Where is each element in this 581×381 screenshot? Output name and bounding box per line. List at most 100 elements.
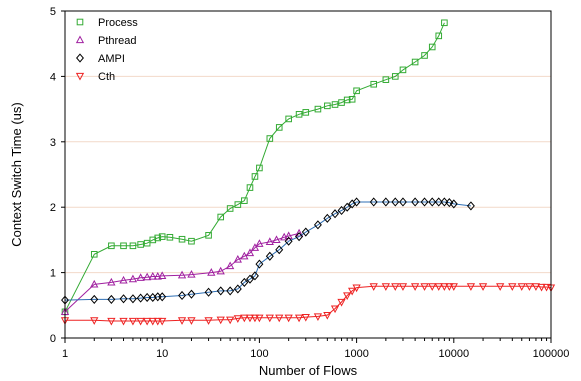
data-point [352, 197, 361, 207]
data-point [284, 231, 293, 240]
data-point [352, 284, 361, 293]
series-pthread [60, 228, 304, 315]
data-point [331, 209, 339, 219]
data-point [295, 111, 303, 118]
data-point [153, 317, 162, 326]
grid-lines [65, 75, 551, 274]
data-point [449, 199, 458, 209]
data-point [508, 283, 517, 291]
data-point [391, 73, 399, 80]
data-point [542, 283, 551, 292]
data-point [428, 43, 436, 51]
data-point [255, 314, 264, 323]
data-point [187, 270, 196, 278]
data-point [478, 283, 488, 291]
data-point [348, 95, 356, 103]
data-point [428, 197, 437, 207]
legend-marker [75, 72, 85, 81]
data-point [369, 283, 378, 291]
data-point [245, 314, 255, 323]
data-point [466, 201, 475, 211]
data-point [313, 220, 322, 230]
data-point [158, 233, 166, 240]
x-tick-label: 10000 [439, 348, 470, 360]
data-point [226, 286, 235, 296]
series-cth [60, 283, 556, 326]
series-ampi [61, 197, 475, 305]
data-point [435, 32, 443, 40]
data-point [119, 294, 128, 304]
series-line [64, 201, 471, 301]
data-point [154, 234, 162, 242]
data-point [537, 283, 546, 292]
data-point [285, 115, 292, 123]
legend-item-ampi: AMPI [76, 53, 125, 65]
y-axis: 0 1 2 3 4 5 [50, 6, 65, 345]
data-point [294, 228, 304, 237]
data-point [119, 317, 128, 326]
series-layer [60, 19, 556, 326]
data-point [517, 283, 526, 291]
x-tick-label: 100 [250, 348, 268, 360]
data-point [143, 292, 152, 303]
data-point [119, 275, 128, 284]
data-point [294, 314, 304, 323]
data-point [391, 197, 400, 207]
x-axis-title: Number of Flows [259, 363, 358, 378]
x-tick-label: 100000 [533, 348, 570, 360]
data-point [314, 105, 322, 113]
data-point [265, 314, 274, 323]
y-tick-label: 1 [50, 268, 56, 280]
data-point [216, 266, 225, 275]
data-point [234, 201, 242, 208]
data-point [226, 316, 235, 325]
data-point [148, 271, 157, 280]
legend-label: Process [98, 17, 138, 29]
data-point [129, 242, 137, 250]
data-point [251, 173, 259, 180]
data-point [337, 205, 346, 216]
data-point [240, 314, 249, 323]
legend: Process Pthread AMPI Cth [75, 17, 138, 83]
data-point [255, 259, 264, 269]
data-point [217, 213, 225, 221]
legend-marker [76, 53, 84, 63]
data-point [148, 317, 157, 326]
y-axis-title: Context Switch Time (us) [9, 102, 24, 247]
y-tick-label: 4 [50, 71, 56, 83]
data-point [440, 283, 449, 291]
data-point [250, 271, 259, 281]
data-point [411, 197, 420, 207]
data-point [434, 283, 443, 291]
data-point [440, 197, 449, 207]
data-point [188, 237, 195, 245]
data-point [158, 292, 167, 302]
data-point [302, 109, 310, 116]
data-point [353, 87, 360, 95]
data-point [128, 274, 138, 283]
y-tick-label: 3 [50, 137, 56, 149]
data-point [399, 66, 407, 74]
data-point [143, 317, 152, 326]
data-point [136, 317, 145, 326]
data-point [250, 243, 260, 251]
plot-frame [64, 10, 552, 339]
data-point [158, 271, 167, 279]
data-point [301, 227, 310, 237]
data-point [136, 273, 145, 281]
data-point [90, 279, 99, 288]
data-point [265, 237, 274, 245]
data-point [204, 317, 213, 325]
data-point [107, 277, 116, 286]
data-point [441, 19, 448, 27]
data-point [275, 314, 284, 323]
data-point [411, 58, 419, 66]
data-point [420, 283, 429, 291]
data-point [266, 135, 274, 142]
y-tick-label: 0 [50, 333, 56, 345]
data-point [496, 283, 505, 291]
data-point [323, 312, 332, 320]
legend-item-process: Process [76, 17, 138, 29]
data-point [343, 202, 352, 212]
data-point [275, 124, 283, 131]
